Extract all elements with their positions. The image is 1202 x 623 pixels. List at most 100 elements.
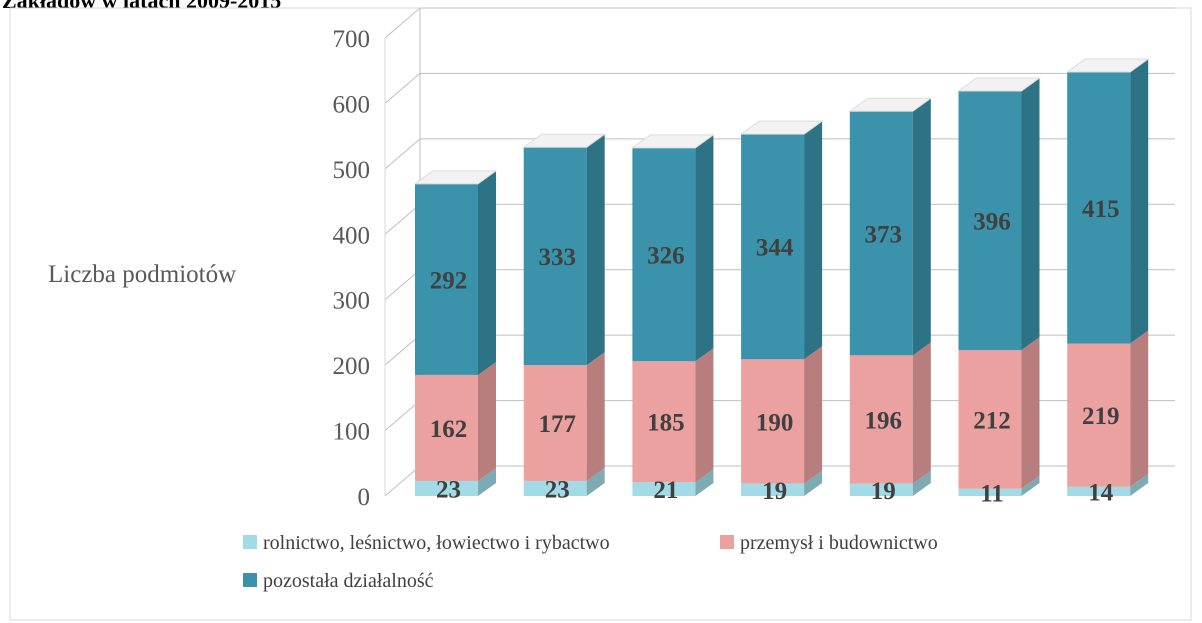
y-tick-label: 200 [333, 353, 371, 380]
data-label: 23 [545, 476, 570, 503]
bar-side [912, 98, 931, 356]
bar-front [415, 183, 478, 375]
y-axis: 0 100 200 300 400 500 600 700 Liczba podmiotów [48, 26, 370, 511]
data-label: 162 [430, 416, 468, 443]
bar-segment [523, 134, 605, 366]
legend-swatch [243, 573, 257, 587]
bar-segment [849, 98, 931, 356]
bar-top [848, 97, 933, 112]
gridline-depth [384, 465, 421, 497]
bar-side [586, 467, 605, 496]
data-label: 14 [1088, 479, 1114, 506]
bar-front [741, 483, 805, 496]
data-label: 219 [1082, 403, 1120, 430]
gridline-depth [384, 334, 421, 366]
y-tick-label: 600 [333, 91, 371, 118]
y-tick-label: 700 [333, 26, 371, 53]
legend-swatch [243, 535, 257, 549]
bar-side [1021, 77, 1040, 351]
legend-swatch [720, 535, 734, 549]
data-label: 196 [865, 407, 903, 434]
bar-front [523, 365, 587, 481]
bar-front [741, 359, 805, 484]
bar-front [958, 90, 1022, 351]
legend-label: przemysł i budownictwo [740, 532, 938, 554]
bar-segment [415, 361, 496, 481]
data-label: 185 [647, 410, 685, 437]
bar-side [586, 134, 605, 366]
bar-segment [741, 346, 823, 484]
gridline-depth [384, 203, 421, 235]
y-tick-label: 500 [333, 157, 371, 184]
bar-segment [523, 352, 605, 481]
bar-top [1065, 58, 1150, 73]
bar-segment [1067, 330, 1149, 487]
bar-front [415, 480, 478, 496]
bar-front [632, 361, 696, 483]
bar-front [632, 482, 696, 496]
bar-side [1130, 473, 1149, 496]
data-label: 23 [436, 476, 461, 503]
bars [413, 58, 1150, 496]
bar-front [849, 111, 913, 356]
data-label: 19 [762, 478, 787, 505]
data-label: 19 [871, 478, 896, 505]
y-tick-label: 400 [333, 222, 371, 249]
bar-top [956, 77, 1042, 92]
gridline-depth [384, 269, 421, 301]
data-label: 344 [756, 235, 794, 262]
y-tick-label: 100 [333, 419, 371, 446]
legend-label: pozostała działalność [263, 570, 434, 592]
bar-front [958, 350, 1022, 489]
bar-segment [1067, 473, 1149, 496]
bar-front [1067, 486, 1131, 496]
bar-segment [523, 467, 605, 496]
bar-side [804, 346, 823, 484]
bar-front [1067, 343, 1131, 487]
bar-side [804, 470, 823, 496]
bar-side [478, 170, 496, 375]
data-label: 396 [973, 209, 1011, 236]
bar-segment [632, 134, 714, 362]
bar-front [523, 147, 587, 366]
data-label: 11 [980, 480, 1004, 507]
legend-item: pozostała działalność [243, 570, 434, 592]
bar-front [632, 147, 696, 362]
gridline-depth [384, 400, 421, 431]
bar-front [415, 374, 478, 481]
bar-side [478, 467, 496, 496]
bar-front [849, 355, 913, 484]
bar-front [523, 480, 587, 496]
bar-segment [1067, 59, 1149, 344]
bar-segment [958, 77, 1040, 351]
bar-segment [958, 475, 1040, 496]
bar-side [478, 361, 496, 481]
legend-item: przemysł i budownictwo [720, 532, 938, 554]
bar-segment [849, 470, 931, 496]
y-axis-label: Liczba podmiotów [48, 261, 236, 288]
bar-front [958, 488, 1022, 496]
chart-title: Zakładów w latach 2009-2015 [2, 0, 282, 13]
data-label: 292 [430, 267, 468, 294]
bar-side [1021, 337, 1040, 489]
legend-label: rolnictwo, leśnictwo, łowiectwo i rybact… [263, 532, 610, 554]
data-label: 326 [647, 243, 685, 270]
bar-segment [849, 342, 931, 484]
data-label: 212 [973, 407, 1011, 434]
data-label: 190 [756, 409, 794, 436]
bar-top [630, 134, 715, 149]
bar-segment [741, 121, 823, 360]
bar-side [695, 134, 714, 362]
bar-front [1067, 72, 1131, 344]
gridline-depth [384, 7, 421, 39]
bar-top [413, 170, 498, 185]
data-label: 21 [653, 477, 678, 504]
bar-front [849, 483, 913, 496]
bar-segment [632, 469, 714, 496]
data-labels: 23 162 292 23 177 333 21 185 326 19 190 344 19 196 373… [430, 196, 1120, 508]
bar-side [586, 352, 605, 481]
bar-top [739, 120, 824, 135]
data-label: 373 [865, 221, 903, 248]
bar-segment [415, 170, 496, 375]
